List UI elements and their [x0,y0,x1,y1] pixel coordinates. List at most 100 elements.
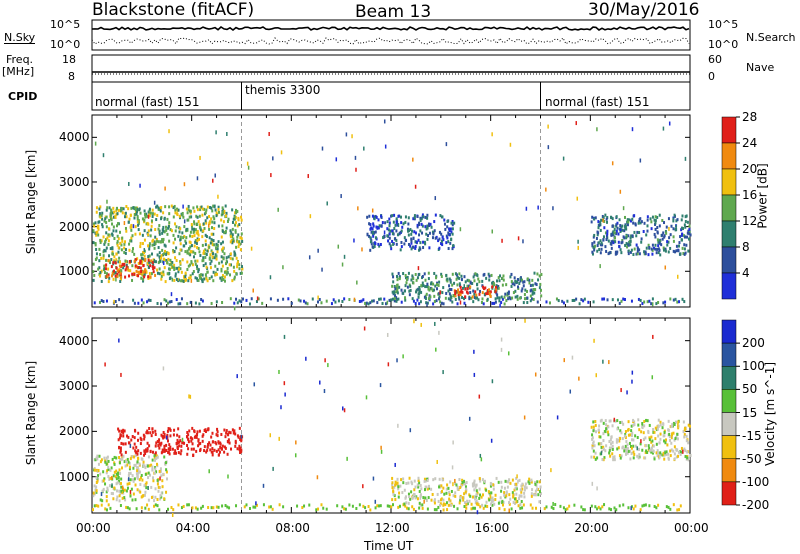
noise-cell [682,449,684,454]
echo-cell [211,447,214,451]
echo-cell [622,445,625,449]
echo-cell [592,420,595,424]
freq-tick-high: 18 [62,53,76,66]
echo-cell [604,449,607,453]
echo-cell [395,290,398,294]
echo-cell [122,454,125,458]
echo-cell [183,275,186,279]
echo-cell [602,216,605,220]
echo-cell [650,435,653,439]
echo-cell [177,270,180,274]
echo-cell [108,234,111,238]
echo-cell [591,215,594,219]
echo-cell [200,506,203,510]
echo-cell [446,225,449,229]
echo-cell [148,260,151,264]
noise-cell [307,174,309,179]
echo-cell [397,495,400,499]
echo-cell [234,217,237,221]
echo-cell [126,463,129,467]
echo-cell [230,231,233,235]
echo-cell [446,483,449,487]
echo-cell [501,297,504,301]
echo-cell [401,491,404,495]
echo-cell [613,506,616,510]
echo-cell [184,275,187,279]
echo-cell [521,482,524,486]
echo-cell [129,465,132,469]
noise-cell [317,248,319,253]
echo-cell [149,450,152,454]
echo-cell [408,293,411,297]
echo-cell [590,425,593,429]
echo-cell [137,223,140,227]
noise-cell [409,428,412,433]
echo-cell [521,487,524,491]
echo-cell [641,302,644,306]
echo-cell [432,302,435,306]
echo-cell [179,439,182,443]
echo-cell [173,222,176,226]
echo-cell [156,213,159,217]
echo-cell [442,503,445,507]
echo-cell [431,236,434,240]
freq-label: Freq. [6,53,34,66]
noise-cell [473,349,475,354]
echo-cell [408,289,411,293]
echo-cell [590,504,593,508]
echo-cell [95,233,98,237]
echo-cell [651,252,654,256]
echo-cell [414,244,417,248]
echo-cell [93,224,96,228]
echo-cell [194,506,197,510]
echo-cell [115,498,118,502]
echo-cell [486,289,489,293]
echo-cell [261,301,264,305]
noise-cell [284,392,286,397]
echo-cell [396,288,399,292]
echo-cell [513,276,516,280]
echo-cell [466,287,469,291]
echo-cell [631,217,634,221]
echo-cell [533,271,536,275]
echo-cell [143,437,146,441]
echo-cell [627,252,630,256]
echo-cell [179,302,182,306]
echo-cell [424,479,427,483]
echo-cell [137,228,140,232]
echo-cell [429,222,432,226]
echo-cell [101,225,104,229]
echo-cell [497,480,500,484]
echo-cell [107,503,110,507]
echo-cell [529,289,532,293]
echo-cell [623,434,626,438]
echo-cell [112,261,115,265]
echo-cell [231,279,234,283]
echo-cell [221,274,224,278]
echo-cell [400,221,403,225]
echo-cell [654,215,657,219]
echo-cell [126,267,129,271]
echo-cell [115,456,118,460]
echo-cell [534,481,537,485]
echo-cell [211,255,214,259]
echo-cell [235,272,238,276]
echo-cell [234,444,237,448]
echo-cell [119,446,122,450]
noise-cell [624,225,626,230]
echo-cell [212,239,215,243]
echo-cell [650,446,653,450]
echo-cell [117,208,120,212]
echo-cell [151,427,154,431]
date-label: 30/May/2016 [588,0,700,20]
echo-cell [299,299,302,303]
echo-cell [221,224,224,228]
echo-cell [652,449,655,453]
echo-cell [368,222,371,226]
echo-cell [656,238,659,242]
echo-cell [422,215,425,219]
echo-cell [640,237,643,241]
noise-cell [277,207,279,212]
echo-cell [685,434,688,438]
nsearch-tick-low: 10^0 [708,38,739,51]
